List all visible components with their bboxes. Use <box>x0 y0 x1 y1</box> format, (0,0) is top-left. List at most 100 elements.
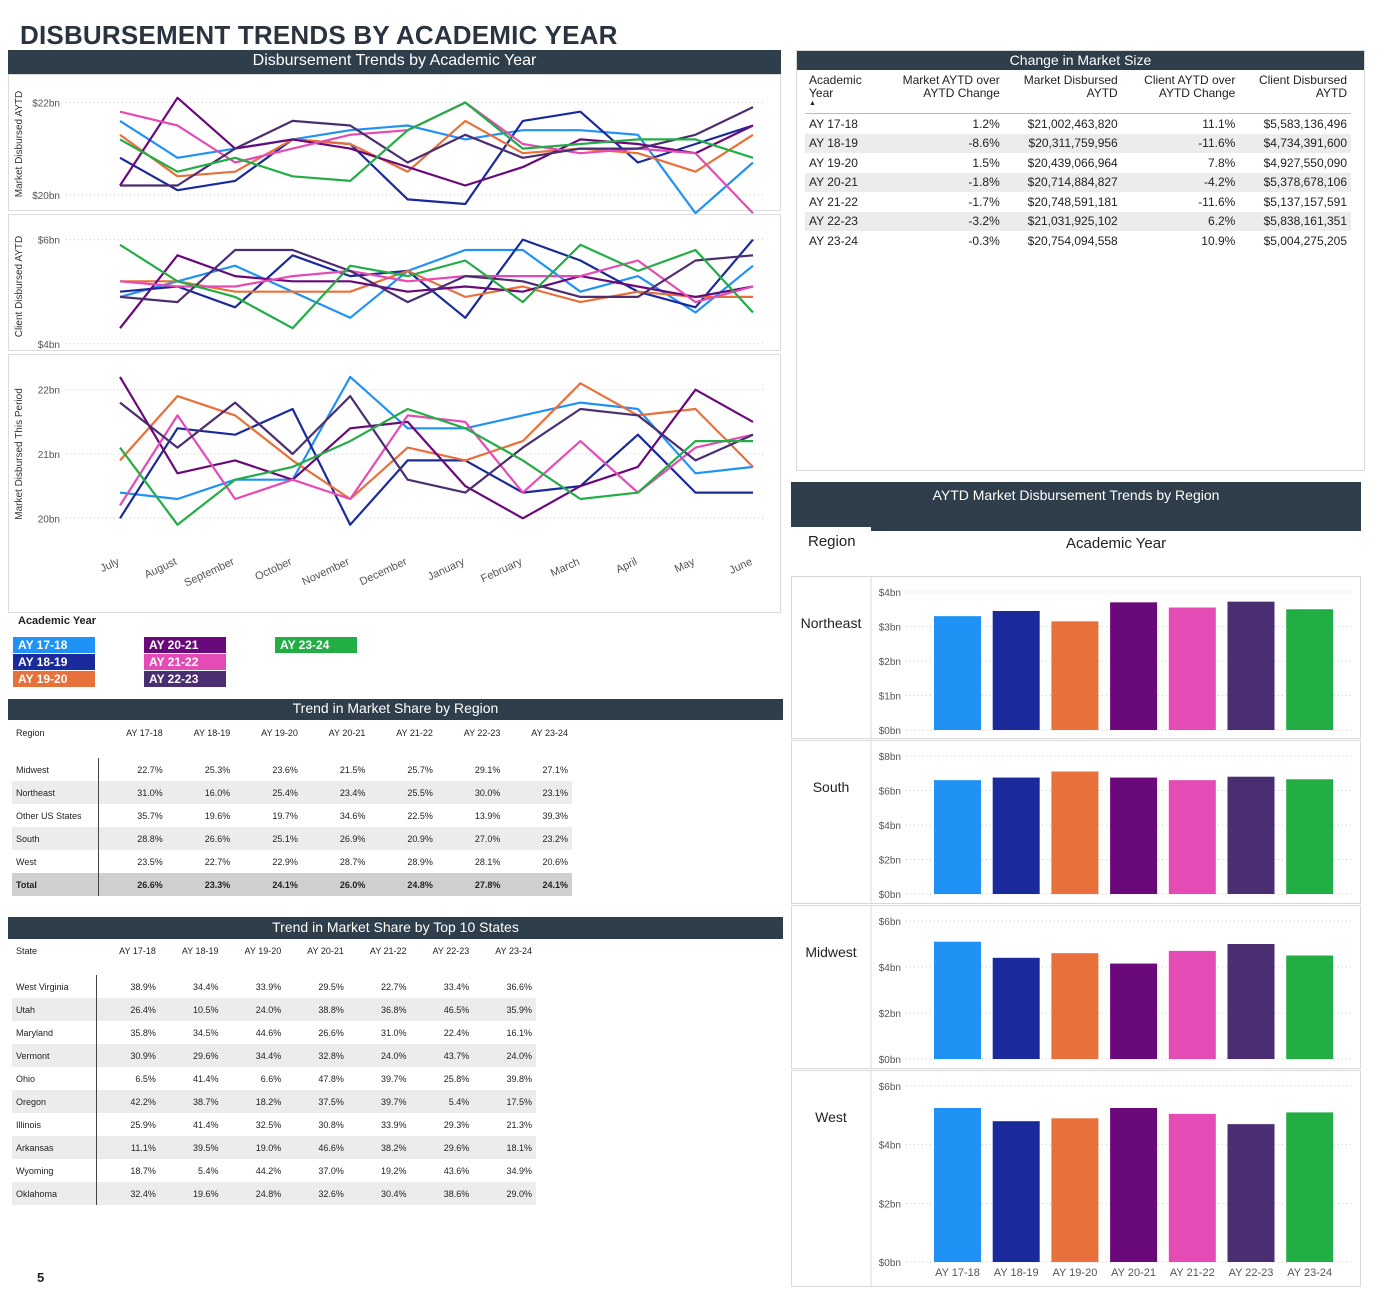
column-header[interactable]: Academic Year ▲ <box>805 74 883 114</box>
column-header[interactable]: AY 21-22 <box>396 728 433 738</box>
table-cell: $20,754,094,558 <box>1003 231 1122 251</box>
table-cell: 33.9% <box>222 975 286 998</box>
bar-midwest-ay-18-19 <box>992 957 1040 1059</box>
legend-item-ay-23-24[interactable]: AY 23-24 <box>275 637 357 653</box>
bar-south-ay-22-23 <box>1227 776 1275 894</box>
table-cell: Oklahoma <box>12 1182 97 1205</box>
bar-midwest-ay-23-24 <box>1286 955 1334 1059</box>
column-header[interactable]: Client AYTD over AYTD Change <box>1121 74 1240 114</box>
table-cell: 30.0% <box>436 781 505 804</box>
column-header[interactable]: AY 22-23 <box>463 728 501 738</box>
series-line-ay-22-23 <box>120 106 754 187</box>
table-row: Oklahoma 32.4% 19.6% 24.8% 32.6% 30.4% 38.6% 29… <box>12 1182 536 1205</box>
table-cell: 27.8% <box>436 873 505 896</box>
column-header[interactable]: Market Disbursed AYTD <box>1003 74 1122 114</box>
table-cell: 7.8% <box>1121 153 1240 173</box>
table-cell: 26.6% <box>166 827 235 850</box>
region-bar-charts[interactable]: Northeast $0bn $1bn $2bn $3bn $4bn South $0bn $2… <box>791 576 1363 1288</box>
sort-ascending-icon[interactable]: ▲ <box>809 100 816 107</box>
legend-item-ay-18-19[interactable]: AY 18-19 <box>13 654 95 670</box>
table-cell: AY 17-18 <box>805 113 883 134</box>
x-tick-label: AY 17-18 <box>935 1267 980 1279</box>
region-label: West <box>815 1109 847 1125</box>
bar-south-ay-23-24 <box>1286 779 1334 894</box>
column-header[interactable]: Client Disbursed AYTD <box>1239 74 1351 114</box>
table-cell: $21,031,925,102 <box>1003 211 1122 231</box>
bar-south-ay-20-21 <box>1110 777 1158 894</box>
table-cell: -0.3% <box>883 231 1004 251</box>
table-cell: $20,311,759,956 <box>1003 133 1122 153</box>
column-header[interactable]: AY 20-21 <box>307 946 344 956</box>
column-header[interactable]: AY 18-19 <box>193 728 231 738</box>
bar-south-ay-19-20 <box>1051 771 1099 894</box>
column-header[interactable]: AY 21-22 <box>369 946 407 956</box>
series-line-ay-17-18 <box>119 375 754 501</box>
column-header[interactable]: AY 20-21 <box>328 728 366 738</box>
y-tick-label: $1bn <box>879 692 901 703</box>
column-header[interactable]: Region <box>12 722 99 758</box>
line-charts[interactable]: $20bn $22bn Market Disbursed AYTD $4bn $6bn C… <box>8 74 783 614</box>
table-row: Arkansas 11.1% 39.5% 19.0% 46.6% 38.2% 29.6% 18… <box>12 1136 536 1159</box>
table-cell: 16.1% <box>473 1021 536 1044</box>
series-line-ay-22-23 <box>119 248 754 304</box>
legend-item-ay-22-23[interactable]: AY 22-23 <box>144 671 226 687</box>
table-cell: 34.5% <box>159 1021 223 1044</box>
table-row: AY 22-23 -3.2% $21,031,925,102 6.2% $5,838,1… <box>805 211 1351 231</box>
table-cell: 44.2% <box>222 1159 286 1182</box>
line-charts-header: Disbursement Trends by Academic Year <box>8 50 781 74</box>
academic-year-col-label: Academic Year <box>1066 535 1167 552</box>
y-tick-label: $3bn <box>879 623 901 634</box>
table-cell: 36.6% <box>473 975 536 998</box>
table-cell: 13.9% <box>436 804 505 827</box>
table-cell: Other US States <box>12 804 99 827</box>
table-cell: Arkansas <box>12 1136 97 1159</box>
table-cell: South <box>12 827 99 850</box>
table-cell: 23.6% <box>234 758 302 781</box>
table-cell: 19.7% <box>234 804 302 827</box>
legend-item-ay-20-21[interactable]: AY 20-21 <box>144 637 226 653</box>
table-cell: 35.7% <box>98 804 167 827</box>
y-tick-label: $4bn <box>38 340 60 351</box>
table-cell: $5,004,275,205 <box>1239 231 1351 251</box>
table-cell: $5,137,157,591 <box>1239 192 1351 212</box>
column-header[interactable]: AY 23-24 <box>531 728 568 738</box>
table-row: Ohio 6.5% 41.4% 6.6% 47.8% 39.7% 25.8% 39.8% <box>12 1067 536 1090</box>
table-cell: 26.6% <box>285 1021 348 1044</box>
legend-item-ay-19-20[interactable]: AY 19-20 <box>13 671 95 687</box>
series-line-ay-17-18 <box>119 119 754 215</box>
y-tick-label: $6bn <box>38 236 60 247</box>
table-header-row: Region AY 17-18 AY 18-19 AY 19-20 AY 20-21 AY… <box>12 722 572 758</box>
y-tick-label: $0bn <box>879 890 901 901</box>
bar-northeast-ay-23-24 <box>1286 609 1334 730</box>
column-header[interactable]: AY 19-20 <box>244 946 282 956</box>
x-tick-label: AY 19-20 <box>1052 1267 1097 1279</box>
region-label: Midwest <box>805 944 856 960</box>
column-header[interactable]: AY 23-24 <box>495 946 532 956</box>
table-cell: 28.8% <box>98 827 167 850</box>
column-header[interactable]: State <box>12 940 97 975</box>
table-cell: 41.4% <box>159 1113 223 1136</box>
column-header[interactable]: AY 22-23 <box>432 946 470 956</box>
column-header[interactable]: AY 18-19 <box>181 946 219 956</box>
table-cell: 33.4% <box>410 975 474 998</box>
market-size-panel: Change in Market Size Academic Year ▲ Mark… <box>796 50 1365 471</box>
table-cell: 19.0% <box>222 1136 286 1159</box>
table-cell: 24.0% <box>473 1044 536 1067</box>
y-tick-label: $4bn <box>879 1141 901 1152</box>
table-cell: 34.6% <box>301 804 370 827</box>
column-header[interactable]: AY 17-18 <box>126 728 163 738</box>
table-cell: 46.6% <box>285 1136 348 1159</box>
legend-item-ay-17-18[interactable]: AY 17-18 <box>13 637 95 653</box>
legend-item-ay-21-22[interactable]: AY 21-22 <box>144 654 226 670</box>
table-cell: 33.9% <box>347 1113 411 1136</box>
market-size-table: Academic Year ▲ Market AYTD over AYTD Chan… <box>805 74 1351 251</box>
column-header[interactable]: AY 17-18 <box>119 946 156 956</box>
table-cell: 25.5% <box>369 781 437 804</box>
table-cell: 24.1% <box>504 873 572 896</box>
table-cell: Total <box>12 873 99 896</box>
column-header[interactable]: Market AYTD over AYTD Change <box>883 74 1004 114</box>
table-cell: 18.2% <box>222 1090 286 1113</box>
table-cell: 39.7% <box>347 1090 411 1113</box>
table-cell: 38.7% <box>159 1090 223 1113</box>
column-header[interactable]: AY 19-20 <box>261 728 298 738</box>
